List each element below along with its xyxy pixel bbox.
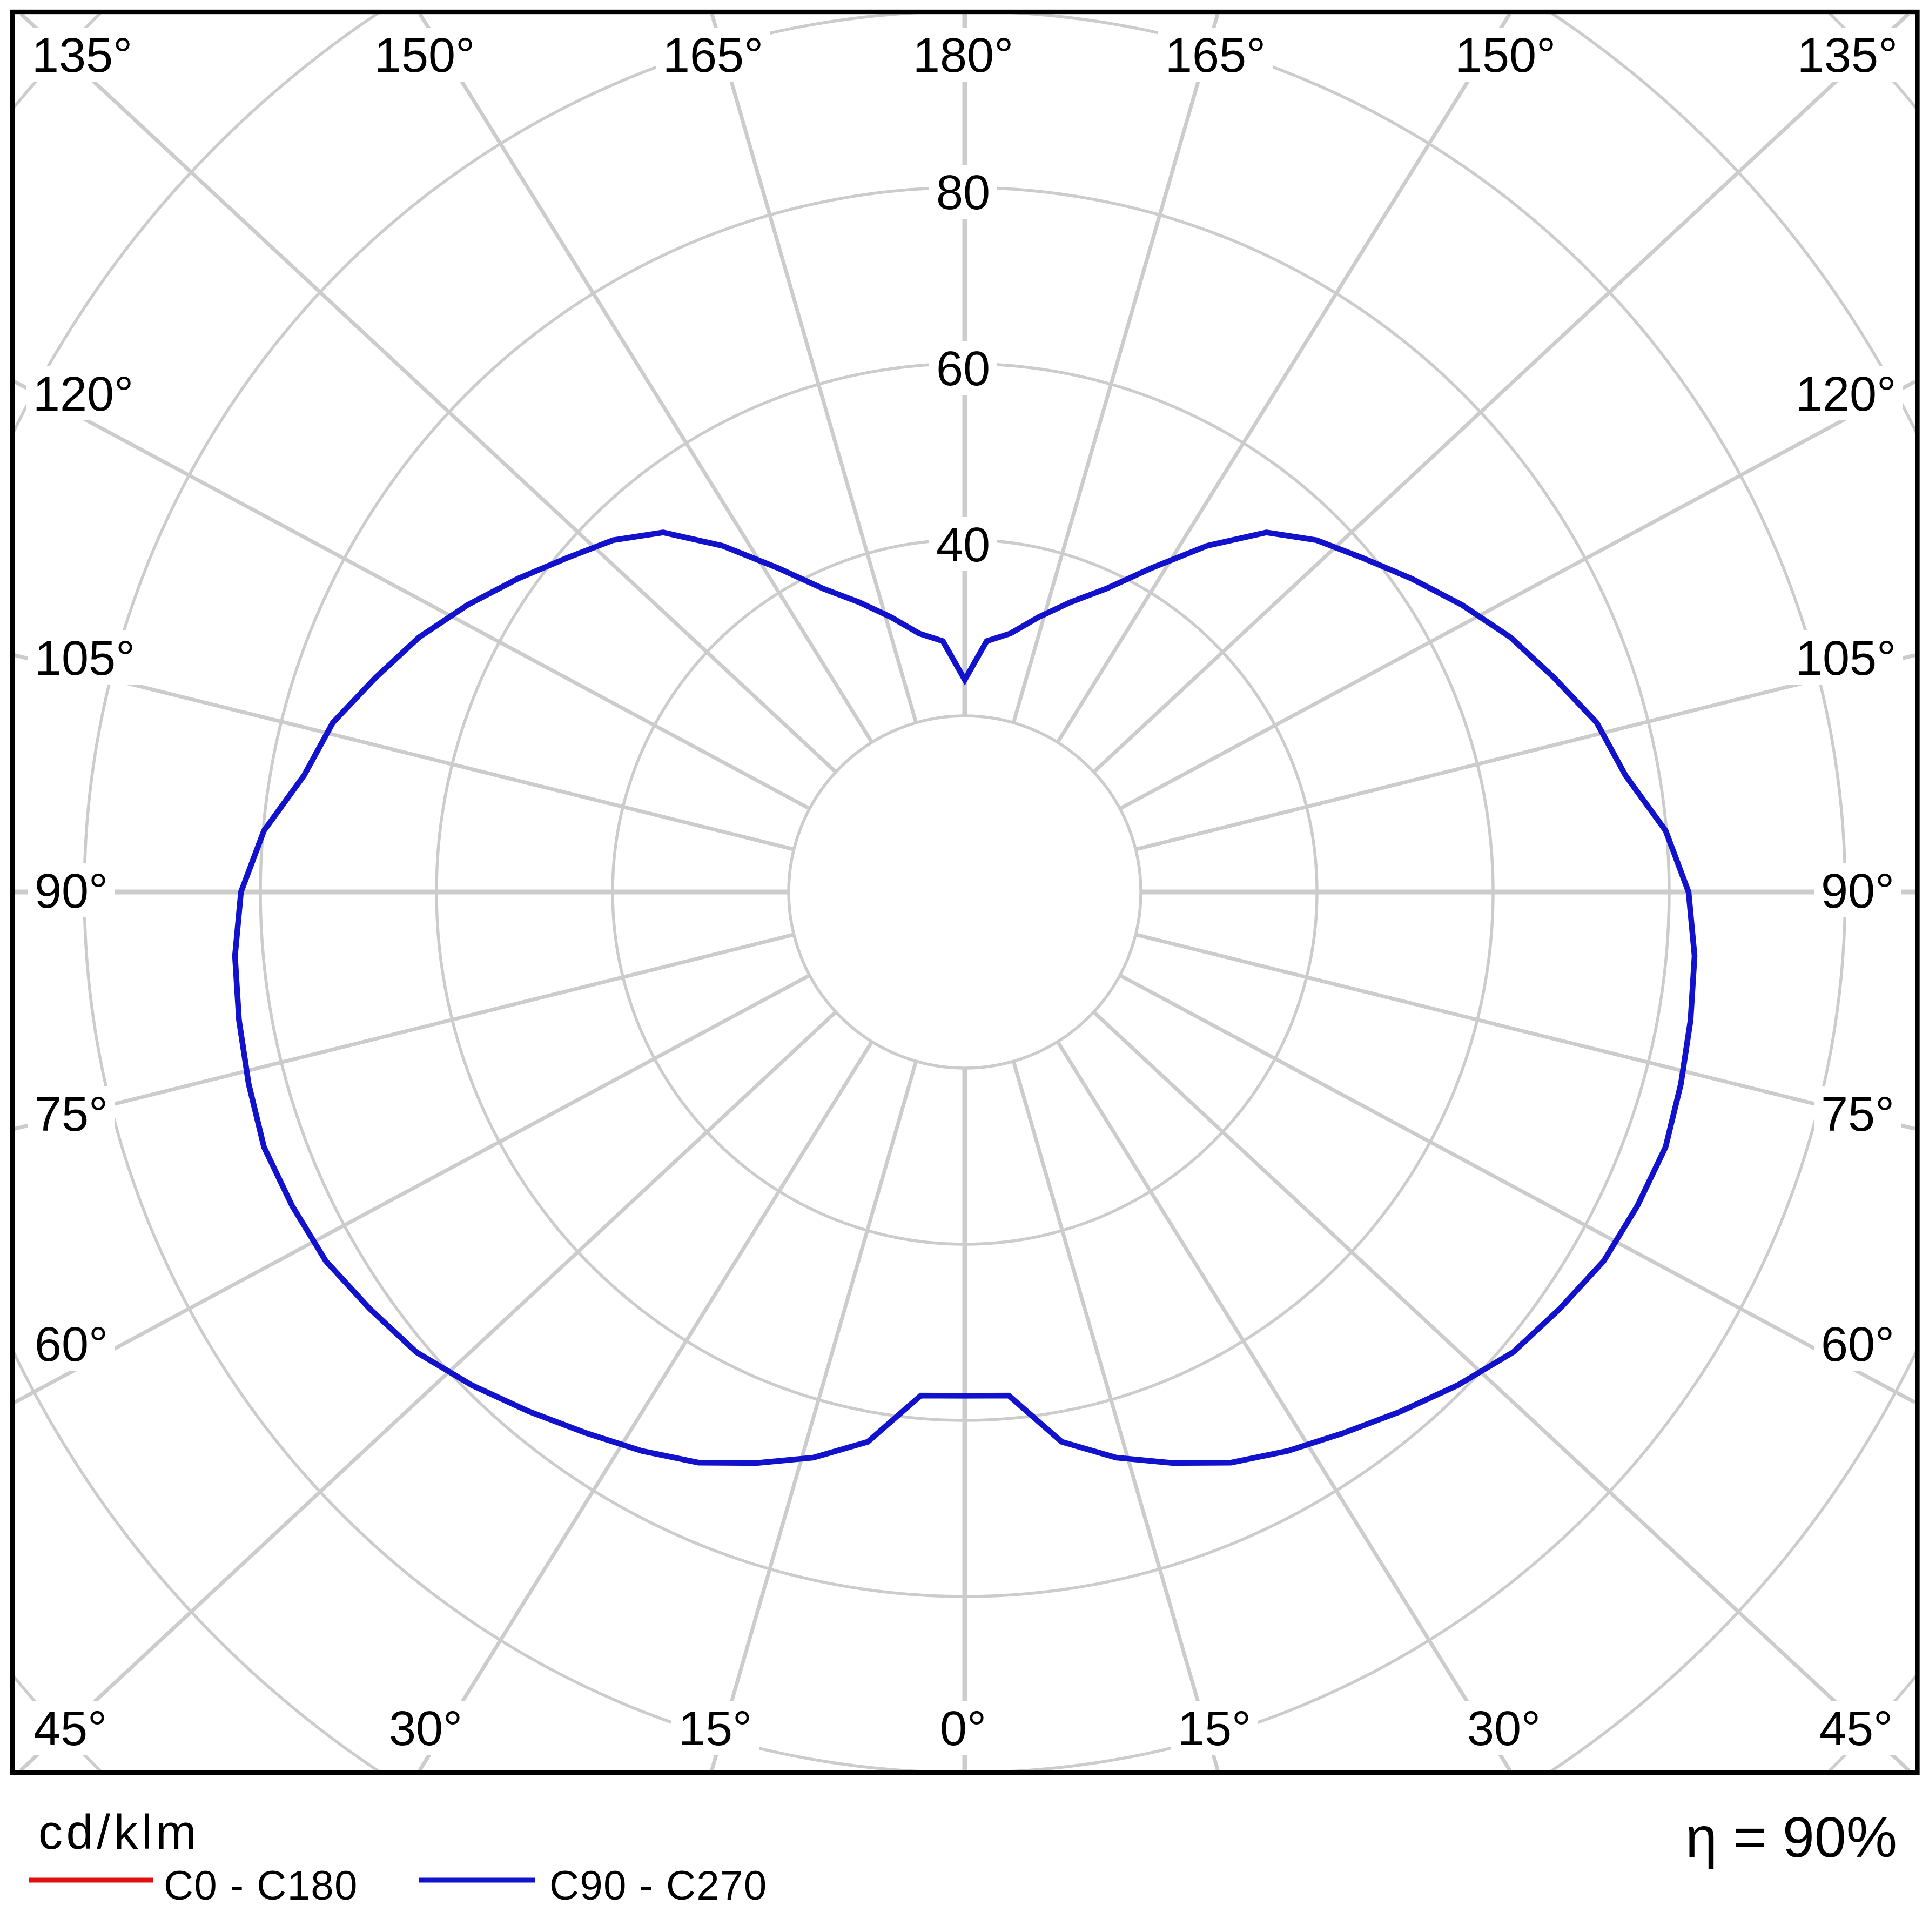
svg-text:165°: 165° [663,29,763,83]
svg-text:η = 90%: η = 90% [1685,1806,1897,1869]
svg-text:150°: 150° [374,29,475,83]
svg-text:150°: 150° [1455,29,1556,83]
svg-text:135°: 135° [1797,29,1898,83]
svg-text:60: 60 [936,342,990,396]
svg-text:120°: 120° [33,367,133,421]
svg-text:30°: 30° [389,1702,462,1756]
svg-text:135°: 135° [32,29,132,83]
svg-text:C90 - C270: C90 - C270 [549,1863,768,1909]
svg-text:45°: 45° [33,1702,107,1756]
svg-text:180°: 180° [913,29,1013,83]
svg-text:15°: 15° [678,1702,752,1756]
svg-text:105°: 105° [1796,632,1896,686]
svg-text:0°: 0° [940,1702,986,1756]
svg-text:90°: 90° [1821,864,1894,918]
svg-text:C0 - C180: C0 - C180 [164,1863,358,1909]
svg-text:60°: 60° [35,1318,108,1372]
svg-text:80: 80 [936,166,990,220]
svg-text:45°: 45° [1819,1702,1893,1756]
svg-text:90°: 90° [35,864,108,918]
svg-text:120°: 120° [1796,367,1896,421]
svg-text:165°: 165° [1165,29,1266,83]
svg-text:60°: 60° [1821,1318,1894,1372]
svg-text:40: 40 [936,518,990,572]
svg-text:105°: 105° [35,632,135,686]
svg-text:75°: 75° [35,1088,108,1142]
svg-text:75°: 75° [1821,1088,1894,1142]
svg-text:30°: 30° [1467,1702,1541,1756]
svg-text:cd/klm: cd/klm [38,1806,200,1860]
svg-text:15°: 15° [1178,1702,1251,1756]
